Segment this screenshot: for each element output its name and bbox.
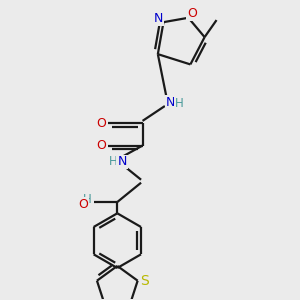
Text: O: O [96,117,106,130]
Text: N: N [153,12,163,25]
Text: O: O [78,198,88,211]
Text: O: O [96,139,106,152]
Text: S: S [140,274,148,288]
Text: O: O [187,7,197,20]
Text: N: N [166,96,175,109]
Text: H: H [109,155,118,168]
Text: H: H [175,98,184,110]
Text: N: N [117,155,127,168]
Text: H: H [83,193,92,206]
